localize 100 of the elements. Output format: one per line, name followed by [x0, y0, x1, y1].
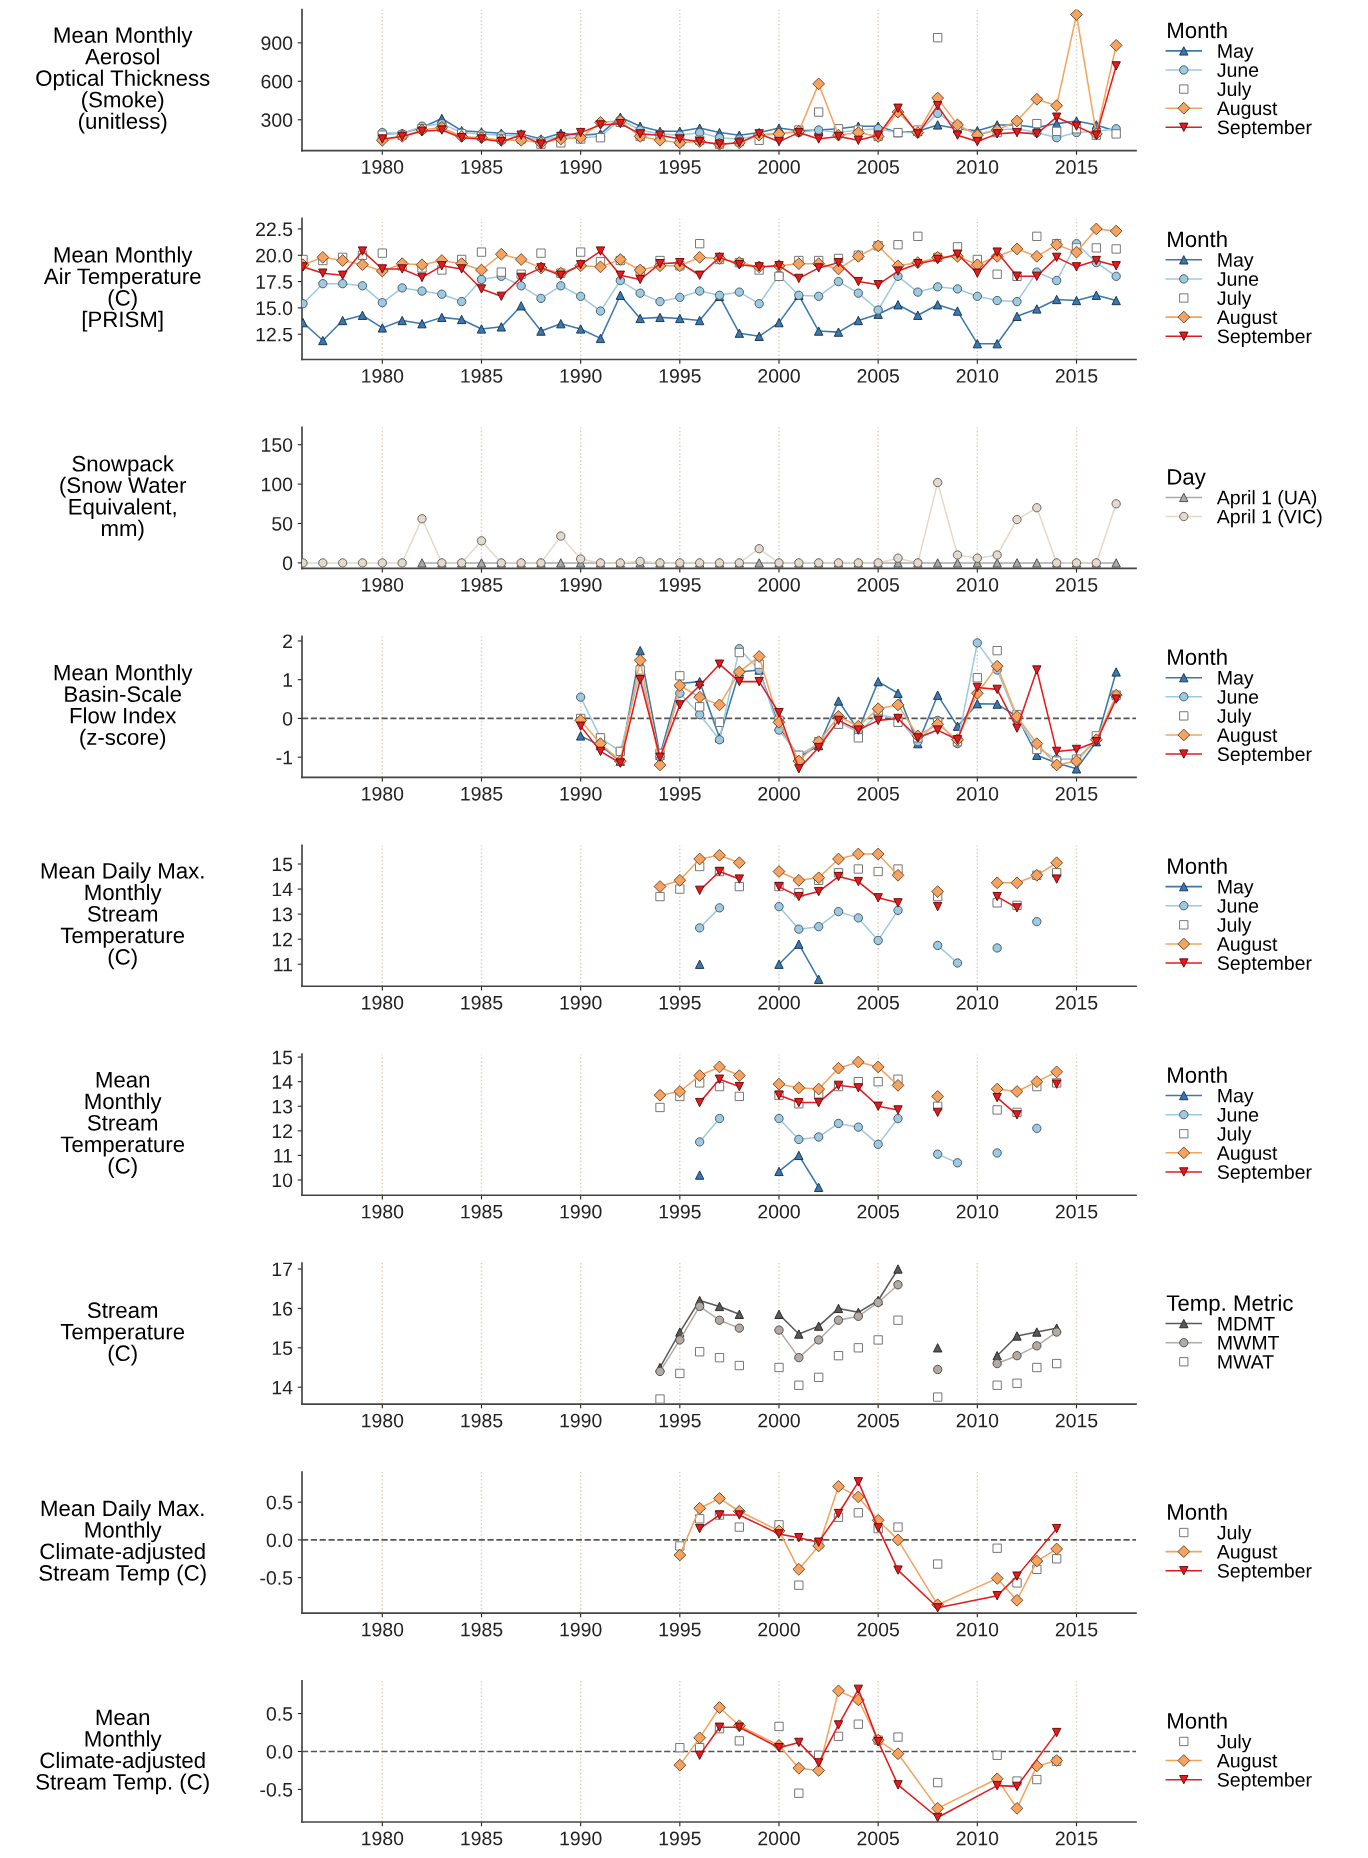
- x-tick-label: 2000: [758, 995, 800, 1010]
- y-tick-label: 22.5: [256, 222, 293, 237]
- x-tick-label: 2000: [758, 1413, 800, 1428]
- x-tick-label: 1990: [560, 577, 602, 592]
- x-tick-label: 1980: [362, 1204, 404, 1219]
- legend-label: June: [1217, 690, 1259, 704]
- x-tick-label: 2005: [857, 369, 899, 383]
- x-tick-label: 1990: [560, 995, 602, 1010]
- legend-label: August: [1216, 310, 1278, 328]
- y-tick-label: 17.5: [256, 275, 293, 289]
- x-tick-label: 1995: [659, 1204, 701, 1219]
- x-tick-label: 1985: [461, 160, 503, 174]
- x-tick-label: 2010: [956, 1413, 999, 1428]
- y-axis-title: Mean Monthly Climate-adjusted Stream Temp. (C): [36, 1709, 209, 1795]
- y-tick-label: -1: [276, 750, 293, 765]
- x-tick-label: 1995: [659, 160, 701, 174]
- y-axis-title: Snowpack (Snow Water Equivalent, mm): [60, 455, 187, 541]
- x-tick-label: 2005: [857, 1831, 899, 1846]
- legend-label: July: [1217, 290, 1252, 309]
- legend-title: Month: [1168, 1503, 1227, 1520]
- y-axis-title: Mean Monthly Aerosol Optical Thickness (Smoke) (unitless): [36, 26, 210, 134]
- y-tick-label: -0.5: [260, 1571, 293, 1585]
- x-tick-label: 1985: [461, 1204, 503, 1219]
- x-tick-label: 1985: [461, 369, 503, 383]
- y-tick-label: 14: [272, 1075, 293, 1089]
- y-tick-label: 2: [283, 634, 292, 648]
- legend-label: September: [1217, 746, 1312, 765]
- y-tick-label: 10: [272, 1173, 293, 1188]
- legend-label: August: [1216, 728, 1278, 746]
- x-tick-label: 2010: [956, 1831, 999, 1846]
- y-axis-title: Mean Monthly Stream Temperature (C): [60, 1072, 185, 1179]
- x-tick-label: 1995: [659, 1831, 701, 1846]
- x-tick-label: 1980: [362, 577, 404, 592]
- legend-label: July: [1217, 708, 1252, 727]
- x-tick-label: 1995: [659, 995, 701, 1010]
- x-tick-label: 1980: [362, 786, 404, 801]
- x-tick-label: 1990: [560, 1204, 602, 1219]
- legend-label: September: [1217, 955, 1312, 974]
- x-tick-label: 2015: [1055, 1622, 1098, 1637]
- y-tick-label: 1: [283, 673, 293, 687]
- x-tick-label: 2010: [956, 160, 999, 174]
- legend-label: July: [1217, 81, 1252, 100]
- x-tick-label: 2010: [956, 1204, 999, 1219]
- x-tick-label: 1995: [659, 1622, 701, 1637]
- legend-title: Month: [1168, 1066, 1227, 1083]
- x-tick-label: 1990: [560, 1831, 602, 1846]
- x-tick-label: 2015: [1055, 786, 1098, 801]
- legend-label: May: [1218, 880, 1254, 898]
- y-tick-label: 0.5: [266, 1707, 293, 1721]
- legend-label: July: [1217, 1734, 1252, 1753]
- x-tick-label: 2010: [956, 577, 999, 592]
- y-axis-title: Mean Monthly Basin-Scale Flow Index (z-score): [54, 664, 193, 750]
- x-tick-label: 1980: [362, 1413, 404, 1428]
- y-axis-title: Stream Temperature (C): [60, 1302, 185, 1366]
- legend-label: May: [1218, 671, 1254, 689]
- legend-label: June: [1217, 899, 1259, 913]
- y-tick-label: 0.0: [266, 1533, 293, 1548]
- legend-label: August: [1216, 101, 1278, 120]
- legend-label: April 1 (UA): [1216, 490, 1317, 509]
- x-tick-label: 1985: [461, 995, 503, 1010]
- y-tick-label: 15: [272, 857, 293, 872]
- x-tick-label: 1985: [461, 577, 503, 592]
- x-tick-label: 2000: [758, 369, 800, 383]
- y-tick-label: 0.5: [266, 1495, 293, 1510]
- x-tick-label: 1990: [560, 1413, 602, 1428]
- x-tick-label: 1995: [659, 1413, 701, 1428]
- legend-label: August: [1216, 1753, 1278, 1772]
- legend-label: June: [1217, 63, 1259, 77]
- y-tick-label: 15: [272, 1341, 293, 1356]
- y-tick-label: 12.5: [256, 327, 293, 342]
- y-tick-label: 15.0: [256, 301, 293, 316]
- y-tick-label: -0.5: [260, 1782, 293, 1797]
- x-tick-label: 2000: [758, 1622, 800, 1637]
- y-tick-label: 300: [261, 113, 293, 128]
- legend-label: July: [1217, 1126, 1252, 1145]
- legend-label: May: [1218, 44, 1254, 62]
- x-tick-label: 2015: [1055, 1831, 1098, 1846]
- x-tick-label: 1990: [560, 1622, 602, 1637]
- y-tick-label: 900: [261, 36, 293, 51]
- y-tick-label: 600: [261, 74, 293, 89]
- y-tick-label: 12: [272, 932, 292, 947]
- x-tick-label: 2005: [857, 1622, 899, 1637]
- legend-label: September: [1217, 1563, 1312, 1582]
- x-tick-label: 2015: [1055, 1204, 1098, 1219]
- y-tick-label: 14: [272, 882, 293, 897]
- y-tick-label: 17: [272, 1262, 292, 1277]
- legend-title: Temp. Metric: [1166, 1294, 1293, 1316]
- x-tick-label: 2005: [857, 786, 899, 801]
- y-tick-label: 16: [272, 1301, 293, 1316]
- x-tick-label: 2010: [956, 995, 999, 1010]
- y-axis-title: Mean Daily Max. Monthly Climate-adjusted Stream Temp (C): [39, 1499, 206, 1586]
- legend-label: June: [1217, 272, 1259, 286]
- legend-label: August: [1216, 937, 1278, 955]
- x-tick-label: 2015: [1055, 995, 1098, 1010]
- x-tick-label: 2005: [857, 1413, 899, 1428]
- legend-label: September: [1217, 1164, 1312, 1183]
- y-tick-label: 11: [274, 957, 293, 972]
- x-tick-label: 2005: [857, 577, 899, 592]
- y-tick-label: 13: [272, 907, 293, 922]
- x-tick-label: 2010: [956, 1622, 999, 1637]
